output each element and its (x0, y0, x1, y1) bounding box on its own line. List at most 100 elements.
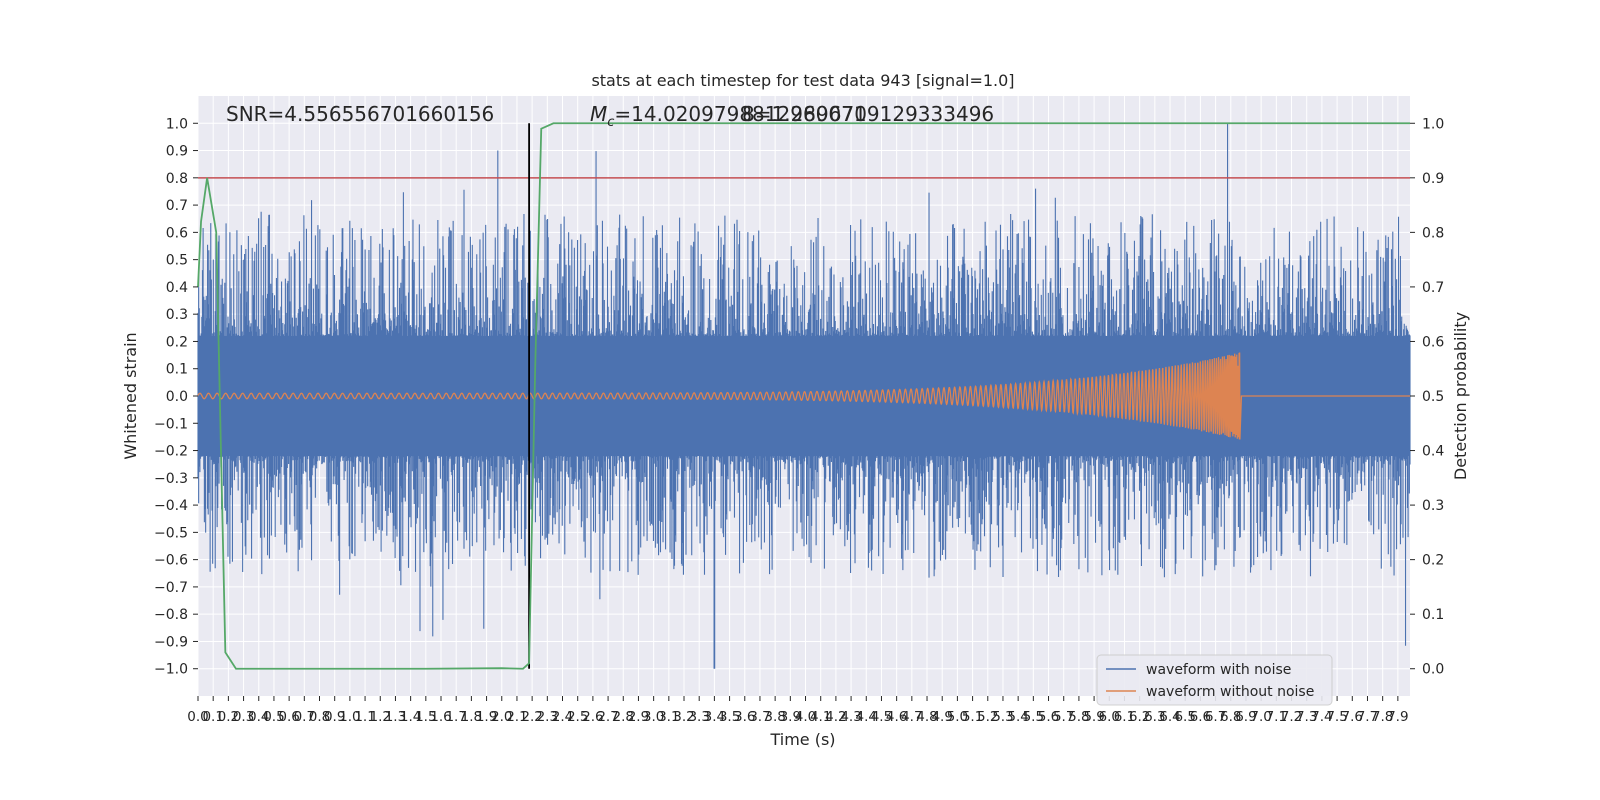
y-right-tick-label: 1.0 (1422, 116, 1444, 132)
y-axis-left-label: Whitened strain (121, 332, 140, 459)
x-tick-label: 1.3 (385, 709, 406, 725)
x-tick-label: 6.9 (1235, 709, 1256, 725)
x-tick-label: 4.8 (916, 709, 937, 725)
snr-annotation: SNR=4.556556701660156 (226, 102, 494, 126)
x-tick-label: 0.8 (309, 709, 330, 725)
y-right-tick-label: 0.0 (1422, 662, 1444, 678)
x-tick-label: 6.0 (1099, 709, 1120, 725)
y-left-tick-label: −0.7 (154, 580, 188, 596)
y-left-tick-label: 0.4 (166, 280, 188, 296)
y-right-tick-label: 0.1 (1422, 607, 1444, 623)
x-tick-label: 3.1 (658, 709, 679, 725)
x-tick-label: 2.0 (491, 709, 512, 725)
x-tick-label: 2.6 (582, 709, 603, 725)
x-tick-label: 4.4 (856, 709, 877, 725)
y-left-tick-label: 0.5 (166, 253, 188, 269)
x-tick-label: 1.9 (476, 709, 497, 725)
x-tick-label: 4.7 (901, 709, 922, 725)
x-tick-label: 2.4 (552, 709, 573, 725)
x-tick-label: 1.6 (430, 709, 451, 725)
x-tick-label: 6.4 (1159, 709, 1180, 725)
x-tick-label: 3.9 (780, 709, 801, 725)
x-tick-label: 2.3 (537, 709, 558, 725)
x-tick-label: 2.1 (506, 709, 527, 725)
x-tick-label: 0.7 (294, 709, 315, 725)
x-tick-label: 5.0 (947, 709, 968, 725)
x-tick-label: 5.5 (1023, 709, 1044, 725)
x-tick-label: 7.7 (1357, 709, 1378, 725)
y-left-tick-label: 0.2 (166, 334, 188, 350)
x-tick-label: 2.8 (613, 709, 634, 725)
x-tick-label: 1.7 (445, 709, 466, 725)
x-tick-label: 6.1 (1114, 709, 1135, 725)
x-tick-label: 3.5 (719, 709, 740, 725)
y-left-tick-label: −0.1 (154, 416, 188, 432)
x-tick-label: 0.2 (218, 709, 239, 725)
x-tick-label: 3.8 (764, 709, 785, 725)
y-left-tick-label: 0.7 (166, 198, 188, 214)
y-left-tick-label: −0.8 (154, 607, 188, 623)
x-tick-label: 2.9 (628, 709, 649, 725)
x-tick-label: 3.2 (673, 709, 694, 725)
x-tick-label: 3.6 (734, 709, 755, 725)
y-left-tick-label: −0.4 (154, 498, 188, 514)
x-tick-label: 7.8 (1372, 709, 1393, 725)
y-axis-left-ticks: 1.0 0.9 0.8 0.7 0.6 0.5 0.4 0.3 0.2 0.1 0.0 −0.1 −0.… (154, 116, 198, 678)
y-left-tick-label: 0.9 (166, 144, 188, 160)
x-tick-label: 3.7 (749, 709, 770, 725)
x-tick-label: 6.6 (1190, 709, 1211, 725)
x-tick-label: 6.7 (1205, 709, 1226, 725)
x-tick-label: 2.2 (521, 709, 542, 725)
x-tick-label: 6.8 (1220, 709, 1241, 725)
x-tick-label: 6.3 (1144, 709, 1165, 725)
y-right-tick-label: 0.9 (1422, 171, 1444, 187)
x-tick-label: 7.4 (1311, 709, 1332, 725)
y-right-tick-label: 0.3 (1422, 498, 1444, 514)
x-tick-label: 4.1 (810, 709, 831, 725)
y-right-tick-label: 0.2 (1422, 553, 1444, 569)
mc-subscript: c (607, 115, 614, 130)
series-detection-probability (197, 122, 1410, 670)
x-tick-label: 7.2 (1281, 709, 1302, 725)
x-tick-label: 7.0 (1250, 709, 1271, 725)
detection-probability-line (197, 122, 1410, 670)
x-tick-label: 7.3 (1296, 709, 1317, 725)
x-tick-label: 0.0 (187, 709, 208, 725)
legend-box (1096, 654, 1333, 706)
y-left-tick-label: −0.2 (154, 444, 188, 460)
y-left-tick-label: −0.5 (154, 525, 188, 541)
chart-title: stats at each timestep for test data 943… (591, 71, 1014, 90)
y-left-tick-label: 0.8 (166, 171, 188, 187)
y-axis-right-ticks: 1.0 0.9 0.8 0.7 0.6 0.5 0.4 0.3 0.2 0.1 0.0 (1410, 116, 1444, 678)
y-left-tick-label: 0.6 (166, 225, 188, 241)
y-left-tick-label: −0.6 (154, 553, 188, 569)
y-left-tick-label: 0.0 (166, 389, 188, 405)
y-right-tick-label: 0.4 (1422, 444, 1444, 460)
x-tick-label: 1.0 (339, 709, 360, 725)
x-tick-label: 3.4 (704, 709, 725, 725)
x-tick-label: 1.1 (354, 709, 375, 725)
y-left-tick-label: 0.1 (166, 362, 188, 378)
x-tick-label: 5.4 (1007, 709, 1028, 725)
x-tick-label: 4.0 (795, 709, 816, 725)
x-tick-label: 5.9 (1083, 709, 1104, 725)
y-right-tick-label: 0.7 (1422, 280, 1444, 296)
x-tick-label: 1.5 (415, 709, 436, 725)
x-tick-label: 0.9 (324, 709, 345, 725)
x-tick-label: 6.2 (1129, 709, 1150, 725)
x-tick-label: 4.5 (871, 709, 892, 725)
x-tick-label: 5.3 (992, 709, 1013, 725)
x-tick-label: 5.7 (1053, 709, 1074, 725)
legend: waveform with noise waveform without noi… (1096, 654, 1333, 706)
x-tick-label: 5.8 (1068, 709, 1089, 725)
y-left-tick-label: 0.3 (166, 307, 188, 323)
x-tick-label: 0.5 (263, 709, 284, 725)
x-tick-label: 3.0 (643, 709, 664, 725)
x-axis-ticks: 0.00.10.20.30.40.50.60.70.80.91.01.11.21… (187, 696, 1409, 725)
x-tick-label: 4.9 (931, 709, 952, 725)
series-waveform-without-noise (197, 352, 1410, 440)
x-tick-label: 4.6 (886, 709, 907, 725)
chirp-trace (197, 352, 1410, 440)
mc-value: =14.0209798812960071 (614, 102, 866, 126)
